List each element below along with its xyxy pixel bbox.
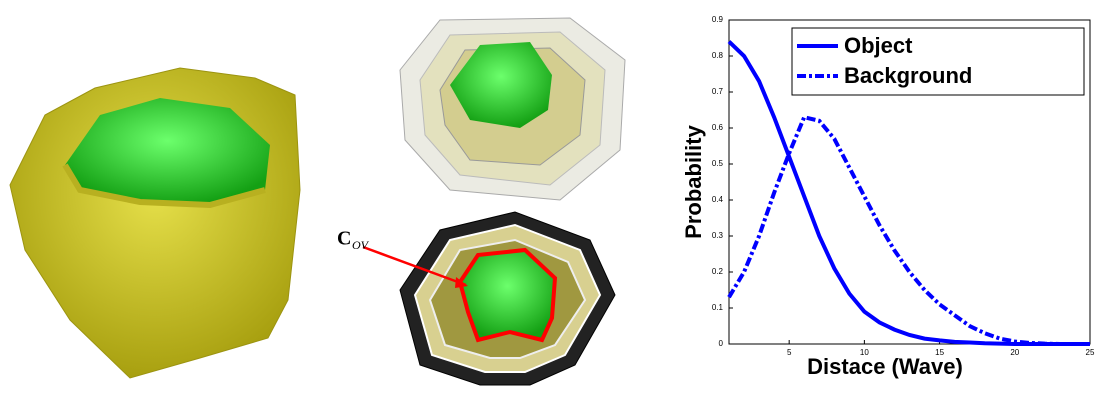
x-tick-label: 15 — [935, 348, 944, 357]
render-contour: C OV — [337, 211, 616, 386]
series-line — [727, 40, 1090, 346]
y-tick-label: 0.9 — [712, 15, 724, 24]
annotation-label: C — [337, 228, 351, 250]
legend-label: Background — [844, 63, 972, 88]
y-tick-label: 0.8 — [712, 51, 724, 60]
legend-box — [791, 27, 1085, 96]
y-tick-label: 0.7 — [712, 87, 724, 96]
y-axis-label: Probability — [681, 124, 706, 238]
annotation-subscript: OV — [352, 238, 370, 252]
legend-label: Object — [844, 33, 913, 58]
series-line — [727, 114, 1090, 346]
y-tick-label: 0.1 — [712, 303, 724, 312]
y-tick-label: 0.6 — [712, 123, 724, 132]
y-tick-label: 0 — [719, 339, 724, 348]
x-tick-label: 5 — [787, 348, 792, 357]
x-tick-label: 20 — [1010, 348, 1019, 357]
plot-frame — [728, 19, 1091, 345]
y-tick-label: 0.4 — [712, 195, 724, 204]
x-axis-label: Distace (Wave) — [807, 354, 963, 379]
render-layers — [399, 17, 626, 201]
y-tick-label: 0.3 — [712, 231, 724, 240]
chart: Distace (Wave) Probability 0 0.1 0.2 0.3 0.4… — [681, 15, 1095, 379]
x-tick-label: 10 — [860, 348, 869, 357]
render-3d — [9, 67, 301, 379]
x-tick-label: 25 — [1086, 348, 1095, 357]
y-tick-label: 0.2 — [712, 267, 724, 276]
y-tick-label: 0.5 — [712, 159, 724, 168]
